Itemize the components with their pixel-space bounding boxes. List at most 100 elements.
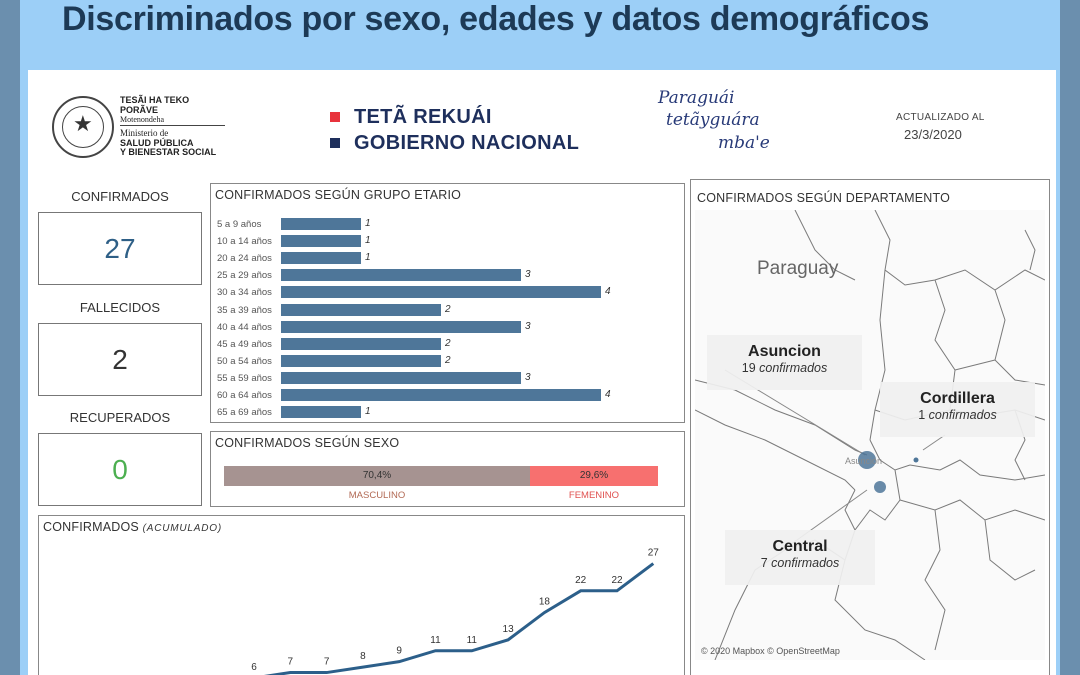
age-bar[interactable] — [281, 218, 361, 230]
femenino-label: FEMENINO — [568, 490, 620, 501]
age-row[interactable]: 60 a 64 años 4 — [217, 387, 687, 404]
age-value-label: 3 — [525, 371, 531, 383]
age-row[interactable]: 5 a 9 años 1 — [217, 216, 687, 233]
age-chart-box: CONFIRMADOS SEGÚN GRUPO ETARIO 5 a 9 año… — [210, 183, 685, 423]
kpi-recuperados-label: RECUPERADOS — [69, 410, 171, 425]
cumulative-data-label: 7 — [324, 657, 330, 668]
ministry-line6: Y BIENESTAR SOCIAL — [120, 147, 217, 157]
cumulative-data-label: 11 — [430, 635, 441, 646]
age-row[interactable]: 50 a 54 años 2 — [217, 353, 687, 370]
map-credit: © 2020 Mapbox © OpenStreetMap — [701, 646, 840, 656]
age-bar[interactable] — [281, 337, 441, 350]
masculino-bar[interactable]: 70,4% — [224, 466, 530, 486]
age-value-label: 4 — [605, 286, 611, 298]
kpi-confirmados-value: 27 — [38, 212, 202, 285]
banner: Discriminados por sexo, edades y datos d… — [20, 0, 1060, 70]
ministry-line2: PORÃVE — [120, 105, 159, 115]
age-bar[interactable] — [281, 286, 601, 299]
updated-label: ACTUALIZADO AL — [896, 112, 985, 123]
banner-title: Discriminados por sexo, edades y datos d… — [62, 0, 930, 38]
cumulative-data-label: 22 — [611, 575, 623, 586]
callout-asuncion[interactable]: Asuncion 19 confirmados — [707, 335, 862, 390]
ministry-line1: TESÃI HA TEKO — [120, 95, 190, 105]
age-row[interactable]: 40 a 44 años 3 — [217, 319, 687, 336]
age-value-label: 3 — [525, 320, 531, 332]
cumulative-series-line[interactable] — [224, 562, 655, 675]
cumulative-data-label: 18 — [539, 597, 551, 608]
teta-rekuai-text: TETÃ REKUÁI — [354, 105, 492, 128]
cumulative-chart-box: CONFIRMADOS (ACUMULADO) 6 7 7 8 9 11 11 13 18 22 2… — [38, 515, 685, 675]
age-value-label: 1 — [365, 406, 371, 418]
age-label: 10 a 14 años — [217, 236, 272, 248]
masculino-label: MASCULINO — [348, 490, 406, 501]
age-row[interactable]: 20 a 24 años 1 — [217, 250, 687, 267]
age-row[interactable]: 55 a 59 años 3 — [217, 370, 687, 387]
age-label: 5 a 9 años — [217, 219, 262, 230]
age-row[interactable]: 30 a 34 años 4 — [217, 284, 687, 301]
kpi-fallecidos-value: 2 — [38, 323, 202, 396]
age-label: 50 a 54 años — [217, 355, 272, 367]
age-value-label: 1 — [365, 218, 371, 229]
age-value-label: 2 — [445, 354, 451, 366]
callout-central[interactable]: Central 7 confirmados — [725, 530, 875, 585]
ministry-line3: Motenondeha — [120, 115, 164, 124]
cumulative-data-label: 9 — [396, 646, 402, 657]
kpi-recuperados-value: 0 — [38, 433, 202, 506]
ministry-logo: ★ TESÃI HA TEKO PORÃVE Motenondeha Minis… — [52, 93, 242, 163]
age-bar[interactable] — [281, 269, 521, 282]
department-map[interactable]: Asunción Paraguay Asuncion 19 confirmado… — [695, 210, 1045, 660]
age-value-label: 2 — [445, 337, 451, 349]
age-label: 40 a 44 años — [217, 321, 272, 333]
cumulative-data-label: 22 — [575, 575, 587, 586]
age-label: 25 a 29 años — [217, 270, 272, 282]
navy-square-icon — [330, 138, 340, 148]
right-frame-bar — [1060, 0, 1080, 675]
age-label: 35 a 39 años — [217, 304, 272, 316]
age-label: 65 a 69 años — [217, 407, 272, 419]
map-country-label: Paraguay — [757, 258, 839, 279]
red-square-icon — [330, 112, 340, 122]
age-value-label: 2 — [445, 303, 451, 315]
updated-date: 23/3/2020 — [904, 127, 962, 142]
age-row[interactable]: 10 a 14 años 1 — [217, 233, 687, 250]
left-frame-bar — [0, 0, 20, 675]
ministry-line5: SALUD PÚBLICA — [120, 138, 194, 148]
age-bar[interactable] — [281, 354, 441, 367]
ministry-line4: Ministerio de — [120, 128, 169, 138]
age-row[interactable]: 25 a 29 años 3 — [217, 267, 687, 284]
kpi-confirmados-label: CONFIRMADOS — [71, 189, 169, 204]
age-label: 55 a 59 años — [217, 372, 272, 384]
map-title: CONFIRMADOS SEGÚN DEPARTAMENTO — [697, 191, 951, 205]
age-bar[interactable] — [281, 235, 361, 248]
cumulative-data-label: 11 — [467, 635, 478, 646]
age-bar[interactable] — [281, 371, 521, 384]
age-bar[interactable] — [281, 303, 441, 316]
age-row[interactable]: 35 a 39 años 2 — [217, 302, 687, 319]
map-box: CONFIRMADOS SEGÚN DEPARTAMENTO — [690, 179, 1050, 675]
seal-icon: ★ — [52, 96, 114, 158]
age-row[interactable]: 45 a 49 años 2 — [217, 336, 687, 353]
gobierno-nacional-logo: TETÃ REKUÁI GOBIERNO NACIONAL — [330, 104, 579, 156]
age-label: 45 a 49 años — [217, 338, 272, 350]
age-label: 20 a 24 años — [217, 253, 272, 265]
callout-cordillera[interactable]: Cordillera 1 confirmados — [880, 382, 1035, 437]
kpi-fallecidos-label: FALLECIDOS — [79, 300, 161, 315]
cumulative-data-label: 8 — [360, 651, 366, 662]
femenino-bar[interactable]: 29,6% — [530, 466, 658, 486]
sex-chart-box: CONFIRMADOS SEGÚN SEXO 70,4% 29,6% MASCU… — [210, 431, 685, 507]
gobierno-nacional-text: GOBIERNO NACIONAL — [354, 131, 580, 154]
age-chart-title: CONFIRMADOS SEGÚN GRUPO ETARIO — [215, 188, 462, 202]
age-bar[interactable] — [281, 252, 361, 265]
age-row[interactable]: 65 a 69 años 1 — [217, 404, 687, 421]
cumulative-data-label: 7 — [288, 657, 294, 668]
sex-chart-title: CONFIRMADOS SEGÚN SEXO — [215, 436, 400, 450]
age-bar[interactable] — [281, 320, 521, 333]
age-value-label: 1 — [365, 235, 371, 247]
age-label: 60 a 64 años — [217, 390, 272, 401]
age-bar[interactable] — [281, 406, 361, 419]
age-value-label: 1 — [365, 252, 371, 264]
age-label: 30 a 34 años — [217, 287, 272, 299]
age-value-label: 3 — [525, 269, 531, 281]
age-bar[interactable] — [281, 389, 601, 401]
cumulative-data-label: 27 — [648, 548, 660, 559]
